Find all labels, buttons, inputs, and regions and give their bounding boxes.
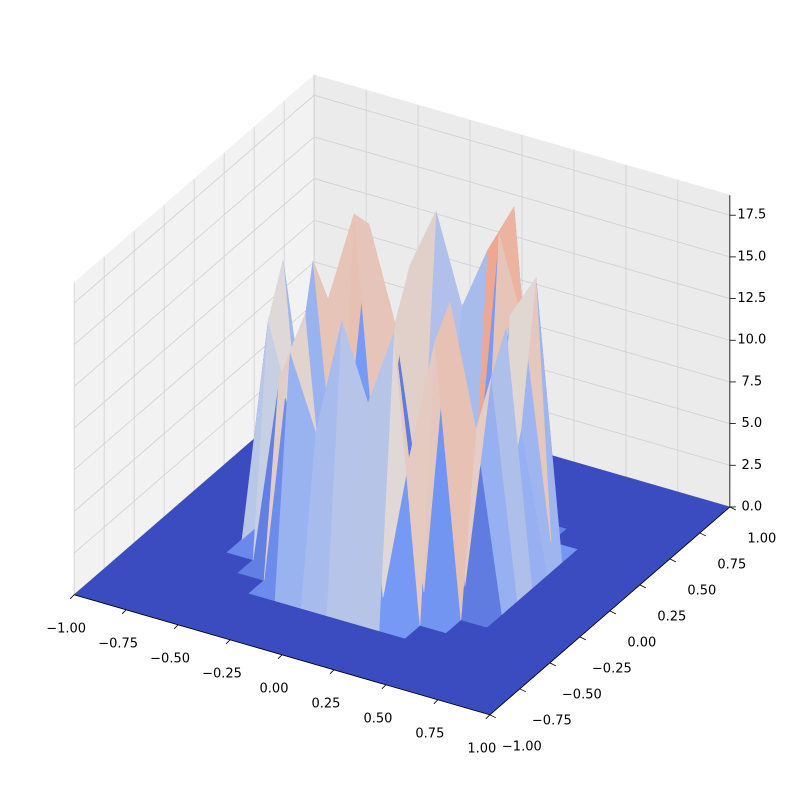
y-tick xyxy=(639,584,647,589)
y-tick-label: 0.00 xyxy=(627,635,656,650)
x-tick xyxy=(329,669,335,675)
z-tick-label: 12.5 xyxy=(737,291,766,306)
surface-patch xyxy=(434,301,477,620)
x-tick-label: 0.00 xyxy=(260,681,289,696)
surface-patch xyxy=(393,332,436,626)
z-tick-label: 7.5 xyxy=(741,374,762,389)
x-tick xyxy=(485,714,491,720)
y-tick-label: 0.75 xyxy=(717,557,746,572)
y-tick xyxy=(729,506,737,511)
x-tick-label: −0.75 xyxy=(98,636,138,651)
z-tick-label: 10.0 xyxy=(737,333,766,348)
z-tick-label: 2.5 xyxy=(741,458,762,473)
y-tick xyxy=(609,610,617,615)
z-tick-label: 5.0 xyxy=(741,416,762,431)
z-tick-label: 17.5 xyxy=(737,208,766,223)
z-tick-label: 0.0 xyxy=(741,499,762,514)
y-tick xyxy=(579,636,587,641)
x-tick-label: 0.50 xyxy=(363,711,392,726)
y-tick xyxy=(669,558,677,563)
x-tick-label: 1.00 xyxy=(467,741,496,756)
x-tick xyxy=(173,624,179,630)
grid-line xyxy=(73,219,315,429)
x-tick-label: −0.50 xyxy=(150,651,190,666)
x-tick xyxy=(121,609,127,615)
x-tick xyxy=(69,594,75,600)
grid-line xyxy=(314,94,730,216)
y-tick-label: −0.25 xyxy=(592,661,632,676)
y-tick-label: 0.25 xyxy=(657,609,686,624)
z-tick-label: 15.0 xyxy=(737,249,766,264)
x-tick xyxy=(433,699,439,705)
y-tick-label: 0.50 xyxy=(687,583,716,598)
grid-line xyxy=(73,94,315,304)
x-tick-label: 0.75 xyxy=(415,726,444,741)
x-tick-label: −0.25 xyxy=(202,666,242,681)
y-tick xyxy=(519,688,527,693)
x-tick-label: 0.25 xyxy=(311,696,340,711)
y-tick xyxy=(549,662,557,667)
grid-line xyxy=(73,136,315,346)
y-tick-label: −0.50 xyxy=(562,687,602,702)
x-tick xyxy=(381,684,387,690)
x-tick xyxy=(225,639,231,645)
grid-line xyxy=(314,136,730,258)
grid-line xyxy=(314,219,730,341)
y-tick xyxy=(699,532,707,537)
grid-line xyxy=(314,178,730,299)
y-tick-label: 1.00 xyxy=(747,531,776,546)
y-tick-label: −1.00 xyxy=(502,739,542,754)
x-tick-label: −1.00 xyxy=(46,621,86,636)
y-tick-label: −0.75 xyxy=(532,713,572,728)
y-tick xyxy=(489,714,497,719)
grid-line xyxy=(73,178,315,387)
x-tick xyxy=(277,654,283,660)
